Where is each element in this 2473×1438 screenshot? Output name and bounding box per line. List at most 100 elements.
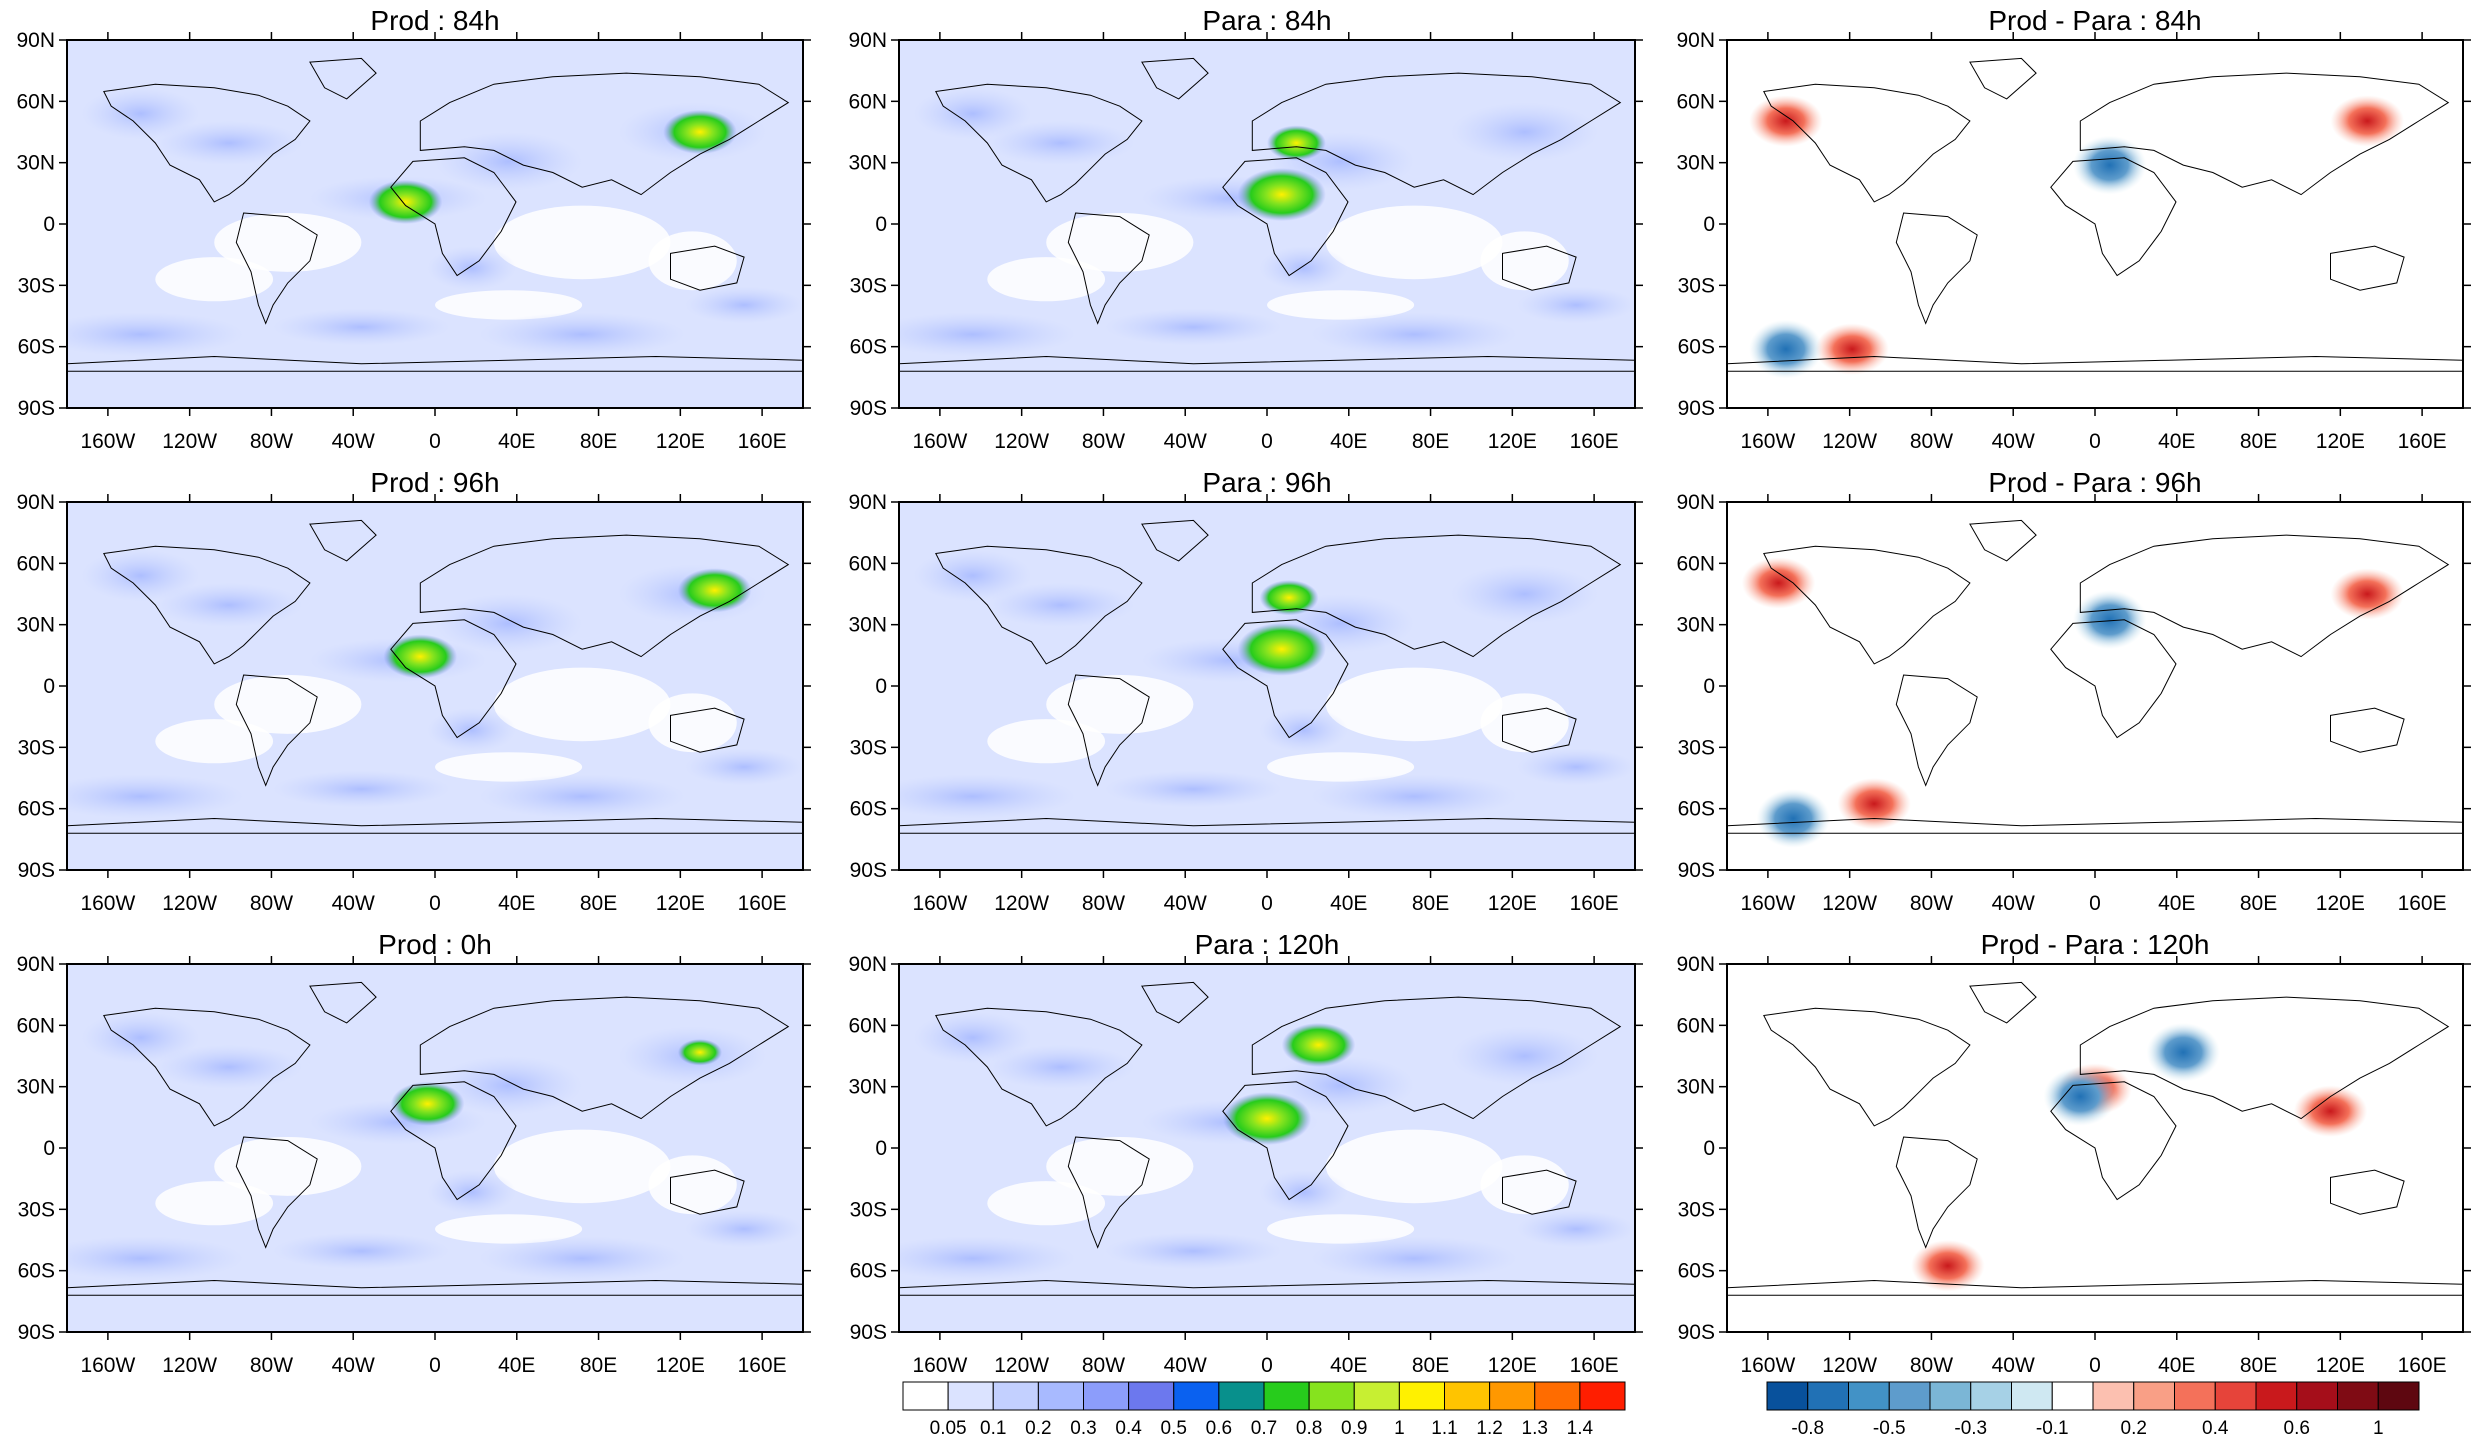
lon-tick-label: 0 <box>429 1354 441 1377</box>
high-value-hotspot <box>390 1081 465 1126</box>
colorbar-swatch <box>1398 1381 1445 1411</box>
field-layer <box>899 57 1635 372</box>
lat-tick-label: 90S <box>18 859 55 882</box>
coastline <box>2330 707 2405 753</box>
field-contour <box>1311 312 1518 357</box>
lon-tick-label: 80W <box>1910 430 1953 453</box>
lon-tick-label: 40W <box>1164 892 1207 915</box>
coastline <box>899 817 1635 834</box>
lat-tick-label: 60S <box>18 798 55 821</box>
lon-tick-label: 120E <box>1488 1354 1537 1377</box>
coastline <box>935 83 1143 203</box>
lon-tick-label: 120W <box>1822 430 1877 453</box>
high-value-hotspot <box>677 568 752 613</box>
low-value-patch <box>1267 752 1415 782</box>
lat-tick-label: 90S <box>1678 397 1715 420</box>
lon-tick-label: 80E <box>580 892 617 915</box>
lat-tick-label: 30S <box>1678 274 1715 297</box>
coastline <box>1222 1081 1349 1201</box>
coastline <box>1895 674 1978 787</box>
high-value-hotspot <box>1259 580 1319 616</box>
lon-tick-label: 80E <box>2240 892 2277 915</box>
lon-tick-label: 160E <box>2398 892 2447 915</box>
lon-tick-label: 0 <box>1261 1354 1273 1377</box>
lon-tick-label: 160E <box>1570 892 1619 915</box>
low-value-patch <box>1480 1155 1569 1215</box>
field-contour <box>273 308 450 346</box>
lat-tick-label: 60N <box>848 552 887 575</box>
field-contour <box>273 1232 450 1270</box>
colorbar-label: 0.6 <box>1206 1418 1232 1438</box>
lon-tick-label: 160W <box>80 892 135 915</box>
colorbar-swatch <box>2051 1381 2094 1411</box>
field-contour <box>435 594 583 653</box>
field-layer <box>67 981 803 1296</box>
lon-tick-label: 80E <box>580 1354 617 1377</box>
colorbar-label: 1.2 <box>1476 1418 1502 1438</box>
coastline <box>1067 1136 1150 1249</box>
lon-tick-label: 160E <box>738 892 787 915</box>
lon-tick-label: 160W <box>80 430 135 453</box>
lon-tick-label: 160W <box>1740 430 1795 453</box>
colorbar-swatch <box>902 1381 949 1411</box>
lon-tick-label: 120W <box>162 430 217 453</box>
colorbar-swatch <box>2377 1381 2420 1411</box>
colorbar-swatch <box>1353 1381 1400 1411</box>
coastline <box>1067 212 1150 325</box>
field-contour <box>67 774 244 819</box>
coastline <box>390 157 517 277</box>
lon-tick-label: 0 <box>2089 430 2101 453</box>
lat-tick-label: 90S <box>18 397 55 420</box>
colorbar-swatch <box>1308 1381 1355 1411</box>
high-value-hotspot <box>368 179 443 224</box>
lon-tick-label: 80E <box>1412 892 1449 915</box>
colorbar-swatch <box>1444 1381 1491 1411</box>
low-value-patch <box>435 752 583 782</box>
lon-tick-label: 40W <box>1164 430 1207 453</box>
lon-tick-label: 80E <box>2240 1354 2277 1377</box>
map-panel-diff-96h: Prod - Para : 96h 90N 60N 30N 0 30S 60S 90S 160W… <box>1676 467 2471 915</box>
coastline <box>1141 519 1209 562</box>
lat-tick-label: 30N <box>1676 152 1715 175</box>
colorbar-label: 1 <box>2373 1418 2384 1438</box>
colorbar-swatch <box>1534 1381 1581 1411</box>
field-contour <box>1517 1210 1635 1248</box>
lon-tick-label: 40W <box>1992 892 2035 915</box>
map-panel-para-96h: Para : 96h 90N 60N 30N 0 30S 60S 90S 160W 120W 80W… <box>848 467 1643 915</box>
lat-tick-label: 0 <box>43 675 55 698</box>
lat-tick-label: 60N <box>16 1014 55 1037</box>
lon-tick-label: 0 <box>429 430 441 453</box>
panel-title: Prod - Para : 96h <box>1988 467 2201 498</box>
low-value-patch <box>1046 674 1194 734</box>
high-value-hotspot <box>1237 168 1326 222</box>
colorbar-swatch <box>1263 1381 1310 1411</box>
lon-tick-label: 160E <box>738 430 787 453</box>
colorbar-label: 0.9 <box>1341 1418 1367 1438</box>
field-contour <box>1517 286 1635 324</box>
lat-tick-label: 60S <box>1678 1260 1715 1283</box>
low-value-patch <box>493 205 671 280</box>
low-value-patch <box>214 1136 362 1196</box>
lat-tick-label: 90N <box>848 29 887 52</box>
colorbar-swatch <box>992 1381 1039 1411</box>
low-value-patch <box>155 1181 274 1226</box>
lon-tick-label: 80W <box>1910 1354 1953 1377</box>
lat-tick-label: 90N <box>16 953 55 976</box>
coastline <box>1502 707 1577 753</box>
lat-tick-label: 30N <box>848 1076 887 1099</box>
lon-tick-label: 120E <box>2316 892 2365 915</box>
lat-tick-label: 90S <box>1678 859 1715 882</box>
coastline <box>1502 1169 1577 1215</box>
coastline <box>1763 545 1971 665</box>
panel-title: Prod - Para : 120h <box>1981 929 2210 960</box>
coastline <box>1763 83 1971 203</box>
field-colorbar: 0.05 0.1 0.2 0.3 0.4 0.5 0.6 0.7 0.8 0.9 1 1.1 1.2 1.… <box>902 1381 1626 1438</box>
lat-tick-label: 0 <box>43 1137 55 1160</box>
field-contour <box>899 312 1076 357</box>
lon-tick-label: 80W <box>1082 1354 1125 1377</box>
lon-tick-label: 0 <box>2089 892 2101 915</box>
positive-difference-region <box>1749 95 1823 147</box>
lon-tick-label: 40E <box>1330 430 1367 453</box>
coastline <box>2079 996 2450 1120</box>
panel-title: Prod : 96h <box>370 467 499 498</box>
